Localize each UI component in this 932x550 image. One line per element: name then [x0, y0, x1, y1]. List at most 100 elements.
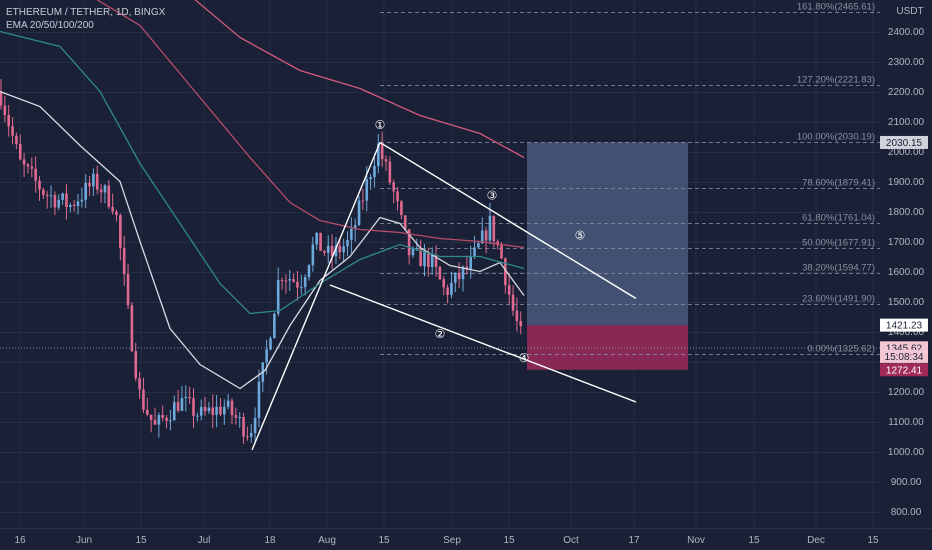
candle-body: [234, 415, 238, 418]
candle-body: [84, 182, 87, 200]
candle: [461, 265, 465, 292]
candle-body: [165, 417, 168, 421]
candle: [196, 412, 199, 422]
candle: [61, 192, 64, 205]
grid: [0, 0, 880, 528]
price-label: 2030.15: [880, 135, 928, 149]
candle-body: [226, 400, 230, 407]
candle: [253, 407, 257, 445]
fibonacci-levels: 161.80%(2465.61) 127.20%(2221.83) 100.00%(…: [380, 2, 880, 355]
candle: [0, 79, 3, 110]
candle-body: [396, 191, 399, 202]
candle: [161, 405, 164, 422]
price-label: 1272.41: [880, 363, 928, 377]
time-tick: 15: [867, 535, 879, 546]
candle-body: [480, 230, 484, 244]
candle-body: [307, 265, 311, 278]
wave-label-1: ①: [375, 118, 386, 132]
candle-body: [450, 282, 453, 295]
candle: [511, 285, 515, 316]
candle-body: [184, 396, 188, 399]
wave-pattern: [251, 141, 637, 451]
candle-body: [488, 215, 492, 241]
candle: [169, 409, 172, 431]
candle: [434, 245, 438, 277]
candle-body: [134, 351, 138, 379]
candle-body: [99, 189, 103, 193]
candle-body: [411, 248, 415, 256]
candle: [388, 156, 392, 185]
candle: [122, 235, 126, 286]
candle: [42, 187, 45, 200]
candle-body: [342, 246, 345, 253]
candle-body: [377, 143, 380, 166]
candle-body: [454, 272, 457, 283]
candle: [53, 191, 57, 216]
candle: [442, 276, 446, 296]
candle: [230, 398, 234, 425]
price-axis: USDT 2400.00 2300.00 2200.00 2100.00 2000.00 1…: [880, 0, 932, 528]
candle-body: [265, 349, 268, 363]
price-label-text: 1421.23: [886, 321, 923, 332]
candle-body: [303, 277, 307, 288]
candle-body: [176, 402, 180, 411]
candle: [34, 156, 37, 193]
candle: [465, 255, 469, 275]
candle-body: [400, 201, 403, 216]
candle-body: [276, 280, 280, 314]
candle-body: [392, 182, 395, 192]
candle-body: [280, 280, 284, 282]
candle: [3, 95, 7, 123]
candle-body: [273, 313, 276, 339]
candle: [257, 369, 261, 428]
candle: [111, 193, 114, 215]
time-tick: Aug: [318, 535, 336, 546]
candle-body: [419, 248, 422, 267]
candle: [165, 414, 168, 429]
candle-body: [288, 278, 292, 281]
candle: [211, 394, 215, 429]
candle-body: [161, 414, 164, 418]
candle: [88, 175, 91, 196]
candle-body: [3, 105, 7, 116]
candle-body: [477, 243, 480, 248]
price-tick: 1900.00: [888, 177, 925, 188]
time-axis: 16 Jun 15 Jul 18 Aug 15 Sep 15 Oct 17 Nov 15 Dec 15: [0, 528, 932, 550]
impulse-line: [251, 142, 381, 451]
time-tick: 15: [135, 535, 147, 546]
candle-body: [30, 166, 34, 169]
wave-label-3: ③: [487, 189, 498, 203]
time-tick: 15: [503, 535, 515, 546]
stop-zone: [527, 325, 688, 370]
candle: [80, 187, 84, 208]
price-label-box: [880, 349, 928, 363]
candle: [92, 168, 95, 196]
candle-body: [45, 195, 49, 197]
candle-body: [434, 254, 438, 267]
candle-body: [338, 245, 342, 253]
price-label-box: [880, 318, 928, 332]
candle-body: [515, 310, 519, 322]
candle-body: [388, 161, 392, 183]
price-tick: 2000.00: [888, 147, 925, 158]
price-tick: 1700.00: [888, 237, 925, 248]
candle: [146, 397, 149, 417]
candle: [400, 199, 403, 220]
time-tick: Oct: [563, 535, 579, 546]
fib-label: 61.80%(1761.04): [802, 213, 875, 224]
time-tick: Dec: [807, 535, 825, 546]
candle: [307, 264, 311, 281]
price-axis-background: [880, 0, 932, 528]
candle-body: [511, 294, 515, 311]
price-tick: 1800.00: [888, 207, 925, 218]
candle-body: [22, 159, 26, 165]
candle: [276, 267, 280, 317]
price-tick: 1400.00: [888, 327, 925, 338]
candle-body: [500, 245, 503, 259]
candle-body: [350, 228, 353, 240]
candle: [219, 398, 222, 417]
candle: [315, 231, 318, 251]
candle-body: [353, 224, 357, 229]
candle-body: [0, 91, 3, 106]
